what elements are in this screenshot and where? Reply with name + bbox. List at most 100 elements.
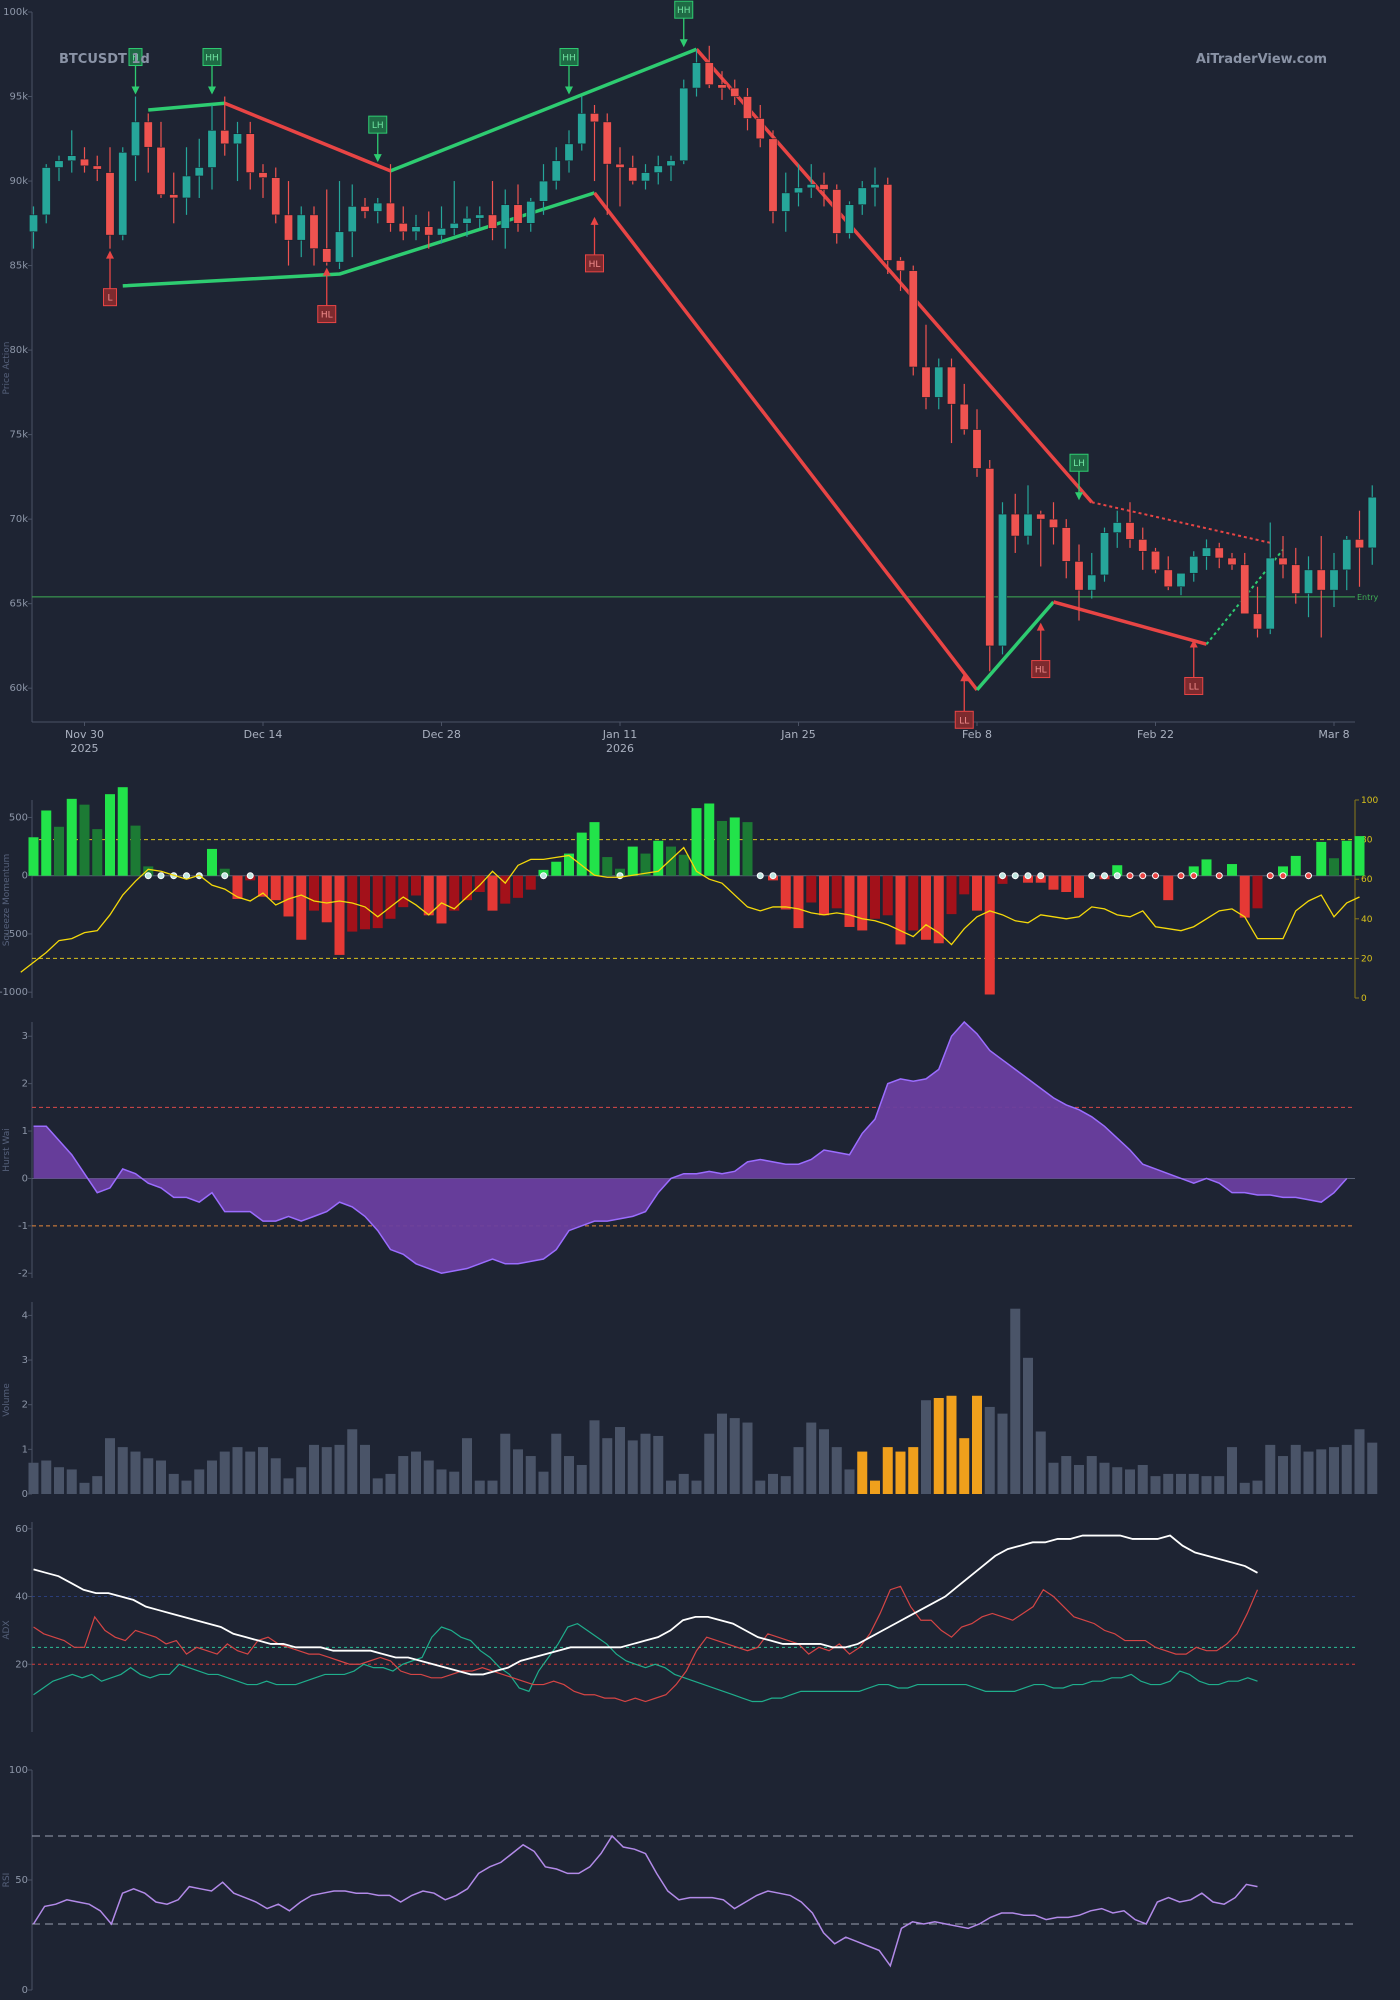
squeeze-dot bbox=[183, 872, 190, 880]
volume-bar bbox=[194, 1469, 205, 1494]
volume-bar bbox=[589, 1420, 600, 1494]
volume-bar bbox=[143, 1458, 154, 1494]
squeeze-momentum-bar bbox=[1354, 836, 1365, 876]
candle-body bbox=[526, 201, 536, 224]
squeeze-momentum-bar bbox=[806, 875, 817, 903]
volume-bar bbox=[258, 1447, 268, 1494]
squeeze-panel-label: Squeeze Momentum bbox=[2, 854, 12, 947]
candle-body bbox=[946, 366, 956, 405]
volume-bar bbox=[347, 1429, 358, 1494]
volume-bar bbox=[1099, 1462, 1110, 1494]
squeeze-momentum-bar bbox=[1074, 875, 1084, 898]
pattern-label-box bbox=[954, 710, 974, 729]
volume-bar bbox=[423, 1460, 434, 1494]
candle-body bbox=[1023, 513, 1033, 537]
squeeze-dot bbox=[1024, 872, 1032, 880]
candle-body bbox=[411, 226, 421, 233]
volume-bar bbox=[1201, 1476, 1212, 1494]
candle-body bbox=[80, 158, 90, 167]
squeeze-momentum-bar bbox=[908, 875, 919, 931]
pattern-label-box bbox=[1184, 676, 1204, 695]
hurst-y-tick-label: 2 bbox=[22, 1079, 28, 1090]
candle-body bbox=[551, 160, 561, 182]
volume-bar bbox=[245, 1451, 256, 1494]
squeeze-dot bbox=[999, 872, 1006, 880]
volume-bar bbox=[1035, 1431, 1046, 1494]
squeeze-momentum-bar bbox=[780, 875, 791, 910]
volume-bar bbox=[1239, 1482, 1250, 1494]
squeeze-dot bbox=[1037, 872, 1045, 880]
squeeze-momentum-bar bbox=[551, 861, 562, 876]
squeeze-momentum-bar bbox=[411, 875, 421, 896]
candle-body bbox=[679, 87, 689, 162]
volume-bar bbox=[411, 1451, 421, 1494]
squeeze-dot bbox=[540, 872, 547, 880]
x-tick-label: Jan 25 bbox=[780, 728, 815, 741]
adx-di-plus-line bbox=[33, 1585, 1259, 1703]
candle-body bbox=[513, 204, 523, 224]
pattern-arrow-head bbox=[208, 86, 216, 95]
candle-body bbox=[194, 167, 204, 177]
candle-body bbox=[921, 366, 931, 398]
candle-body bbox=[143, 121, 153, 148]
structure-line-green bbox=[389, 47, 698, 173]
squeeze-y-tick-label: 500 bbox=[9, 812, 28, 823]
candle-body bbox=[436, 228, 446, 236]
squeeze-right-tick-label: 0 bbox=[1361, 994, 1367, 1004]
adx-di-minus-line bbox=[33, 1622, 1258, 1703]
candle-body bbox=[1112, 522, 1122, 533]
squeeze-dot bbox=[1305, 872, 1312, 880]
candle-body bbox=[1367, 496, 1377, 549]
volume-bar bbox=[449, 1471, 460, 1494]
candle-body bbox=[997, 513, 1007, 647]
volume-bar bbox=[882, 1447, 893, 1494]
squeeze-momentum-bar bbox=[564, 853, 574, 876]
volume-bar bbox=[168, 1473, 179, 1494]
volume-bar bbox=[156, 1460, 166, 1494]
candle-body bbox=[1304, 569, 1314, 594]
volume-bar bbox=[283, 1478, 294, 1494]
volume-bar bbox=[130, 1451, 141, 1494]
volume-bar bbox=[525, 1456, 536, 1494]
squeeze-momentum-bar bbox=[602, 857, 613, 876]
volume-bar bbox=[1163, 1473, 1174, 1494]
candle-body bbox=[564, 143, 574, 162]
volume-panel-label: Volume bbox=[2, 1383, 12, 1417]
candle-body bbox=[487, 214, 497, 229]
volume-bar bbox=[717, 1413, 727, 1494]
candle-body bbox=[1049, 518, 1059, 528]
candle-body bbox=[1227, 557, 1237, 566]
candle-body bbox=[1265, 557, 1275, 630]
squeeze-momentum-bar bbox=[870, 875, 880, 919]
candle-body bbox=[1316, 569, 1326, 591]
squeeze-right-tick-label: 20 bbox=[1361, 954, 1373, 964]
volume-bar bbox=[1227, 1447, 1237, 1494]
volume-bar bbox=[870, 1480, 880, 1494]
pattern-label-text: LH bbox=[372, 121, 384, 131]
structure-line-red bbox=[593, 191, 979, 691]
squeeze-momentum-bar bbox=[1061, 875, 1072, 893]
volume-bar bbox=[602, 1438, 613, 1494]
pattern-label-text: H bbox=[132, 54, 139, 64]
price-y-tick-label: 60k bbox=[9, 683, 28, 694]
squeeze-momentum-bar bbox=[742, 822, 753, 876]
squeeze-dot bbox=[1011, 872, 1019, 880]
x-tick-label: Mar 8 bbox=[1318, 728, 1349, 741]
pattern-arrow-head bbox=[106, 250, 114, 259]
candle-body bbox=[589, 113, 599, 123]
pattern-label-text: HH bbox=[677, 6, 691, 16]
volume-bar bbox=[1048, 1462, 1059, 1494]
volume-bar bbox=[755, 1480, 766, 1494]
candle-body bbox=[959, 403, 969, 430]
volume-bar bbox=[270, 1458, 281, 1494]
candle-body bbox=[283, 214, 293, 241]
candle-body bbox=[92, 165, 102, 170]
volume-bar bbox=[54, 1467, 64, 1494]
squeeze-momentum-bar bbox=[66, 798, 77, 876]
squeeze-momentum-bar bbox=[1252, 875, 1263, 909]
pattern-label-text: HL bbox=[1035, 666, 1047, 676]
squeeze-momentum-bar bbox=[525, 875, 536, 890]
squeeze-rsi-line bbox=[20, 846, 1360, 973]
